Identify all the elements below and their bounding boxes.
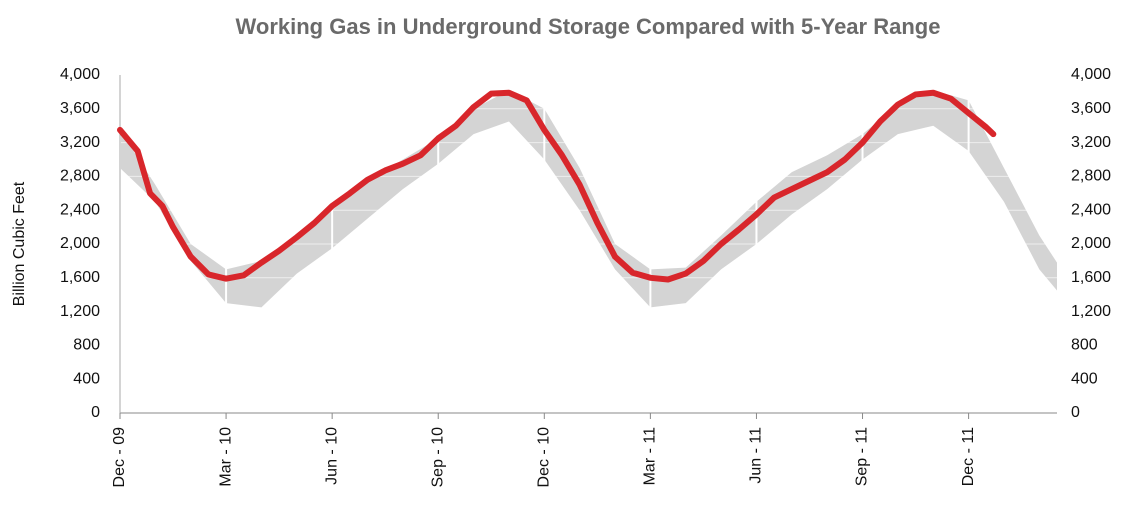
x-tick-label: Sep - 10 (429, 427, 446, 488)
y2-tick-label: 1,600 (1071, 269, 1111, 286)
y2-tick-label: 4,000 (1071, 66, 1111, 83)
y2-tick-label: 2,400 (1071, 201, 1111, 218)
y-tick-label: 800 (73, 337, 100, 354)
y2-tick-label: 0 (1071, 404, 1080, 421)
x-tick-label: Jun - 11 (748, 427, 765, 484)
y-tick-label: 0 (91, 404, 100, 421)
x-tick-label: Dec - 11 (960, 427, 977, 486)
y-tick-label: 2,000 (60, 235, 100, 252)
y-tick-label: 3,200 (60, 134, 100, 151)
y2-tick-label: 1,200 (1071, 303, 1111, 320)
y-tick-label: 400 (73, 370, 100, 387)
y-tick-label: 1,600 (60, 269, 100, 286)
y-tick-label: 3,600 (60, 100, 100, 117)
storage-line (117, 89, 997, 283)
x-tick-label: Jun - 10 (323, 427, 340, 485)
y2-tick-label: 3,600 (1071, 100, 1111, 117)
chart-title: Working Gas in Underground Storage Compa… (236, 14, 941, 39)
y-tick-label: 4,000 (60, 66, 100, 83)
y-tick-label: 2,400 (60, 201, 100, 218)
y2-tick-label: 2,000 (1071, 235, 1111, 252)
x-tick-label: Dec - 10 (536, 427, 553, 488)
x-tick-label: Sep - 11 (854, 427, 871, 486)
y-tick-label: 2,800 (60, 168, 100, 185)
y2-tick-label: 400 (1071, 370, 1098, 387)
y2-tick-label: 800 (1071, 337, 1098, 354)
y2-tick-label: 3,200 (1071, 134, 1111, 151)
y-axis-label: Billion Cubic Feet (11, 181, 28, 306)
y-tick-label: 1,200 (60, 303, 100, 320)
x-tick-label: Dec - 09 (111, 427, 128, 488)
x-tick-label: Mar - 11 (642, 427, 659, 485)
y2-tick-label: 2,800 (1071, 168, 1111, 185)
x-tick-label: Mar - 10 (217, 427, 234, 487)
